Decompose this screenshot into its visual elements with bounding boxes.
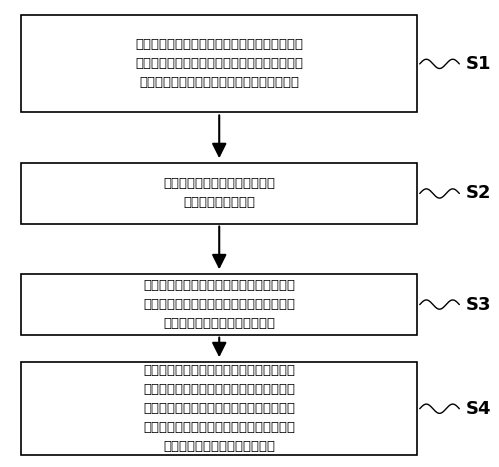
- Text: 通过激光扫描仪扫描隧洞断面轮廓，获得隧洞表
观病害的点云特征，同时通过全景相机记录输水
隧洞全景图像，获得隧洞表观病害的图像特征: 通过激光扫描仪扫描隧洞断面轮廓，获得隧洞表 观病害的点云特征，同时通过全景相机记…: [135, 38, 303, 89]
- Text: 将点云特征和图像特征进行融合，建立点云
中每个点与图像中像素的对应关系，将点云
中的候选病害区域传递到图像中: 将点云特征和图像特征进行融合，建立点云 中每个点与图像中像素的对应关系，将点云 …: [143, 279, 295, 330]
- Text: S4: S4: [465, 400, 491, 417]
- Bar: [21, 362, 417, 455]
- Text: S1: S1: [465, 55, 491, 73]
- Text: 将图像中的候选病害区域作为裂缝种子点，
通过生长与连通算法，将裂缝种子点填满图
像中的病害区域和干扰区域，将病害区域和
干扰区域的点云特征和图像特征输入到分类
: 将图像中的候选病害区域作为裂缝种子点， 通过生长与连通算法，将裂缝种子点填满图 …: [143, 364, 295, 453]
- Bar: [21, 15, 417, 113]
- Text: S2: S2: [465, 184, 491, 203]
- Bar: [21, 275, 417, 335]
- Text: 对所述隧洞表观病害的点云特征
和图像特征进行提取: 对所述隧洞表观病害的点云特征 和图像特征进行提取: [163, 177, 275, 210]
- Text: S3: S3: [465, 296, 491, 313]
- Bar: [21, 163, 417, 224]
